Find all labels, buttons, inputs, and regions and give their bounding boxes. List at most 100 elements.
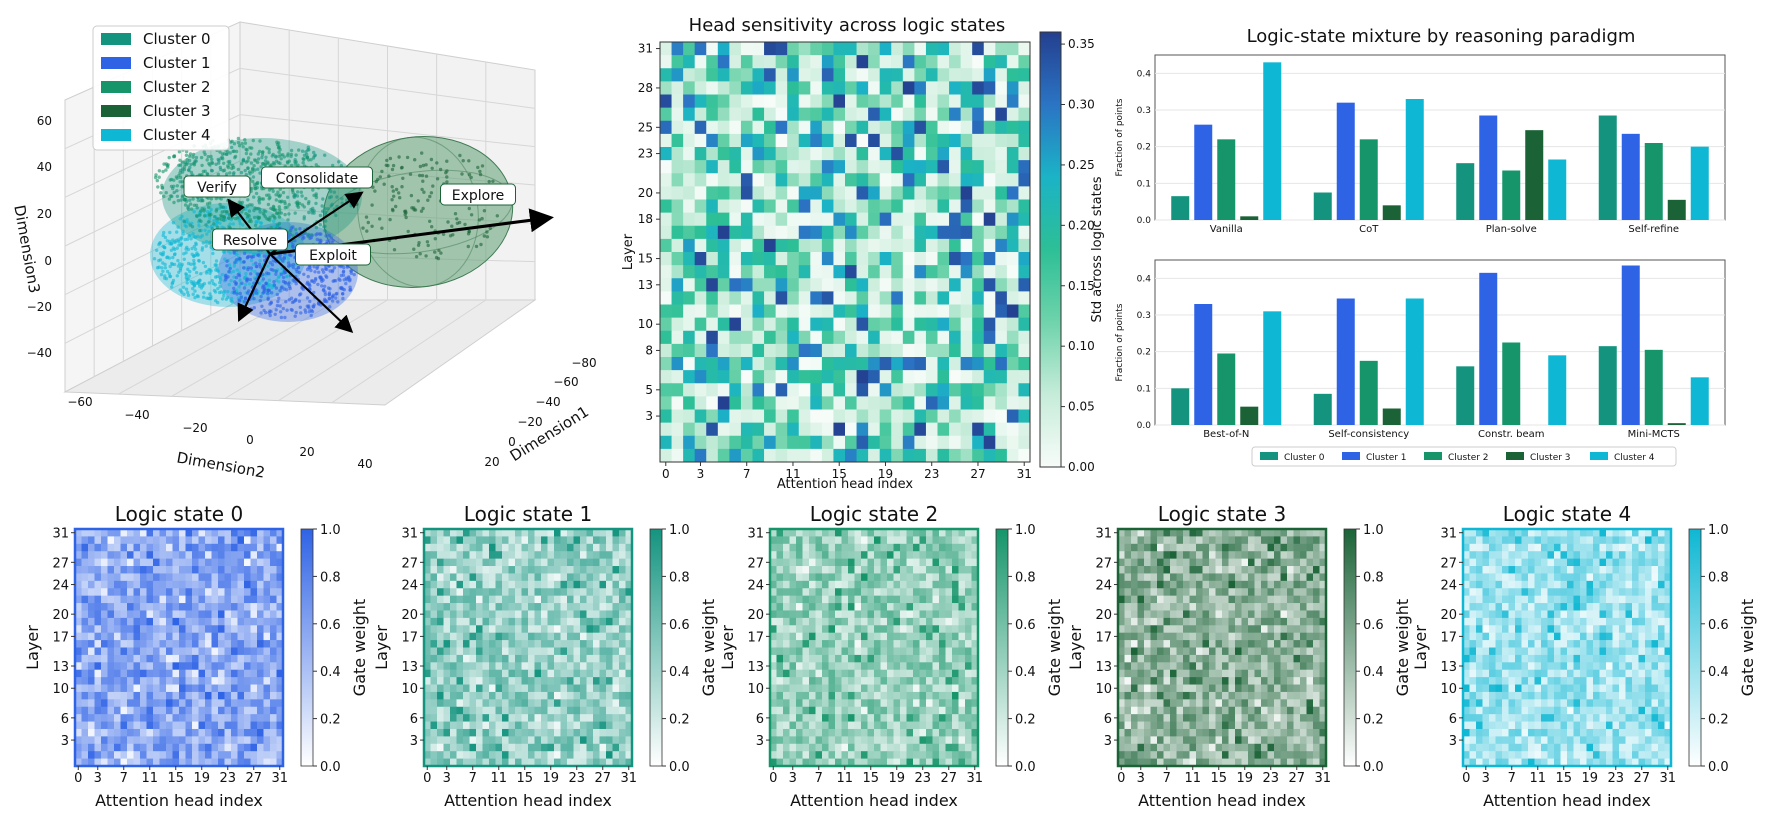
sensitivity-cell (995, 212, 1008, 227)
sensitivity-cell (1006, 383, 1019, 397)
gate-colorbar-label: Gate weight (350, 599, 369, 696)
sensitivity-cell (891, 147, 904, 161)
gate-cell (244, 603, 251, 611)
gate-cell (250, 558, 258, 567)
gate-cell (211, 595, 219, 604)
gate-cell (88, 647, 95, 656)
scatter-point (189, 262, 193, 266)
scatter-point (311, 206, 315, 211)
sensitivity-cell (764, 94, 777, 109)
scatter-point (179, 236, 184, 240)
sensitivity-cell (972, 383, 985, 397)
gate-cell (430, 617, 438, 626)
sensitivity-cell (960, 330, 973, 345)
scatter-point (188, 223, 192, 227)
gate-cell (528, 595, 535, 604)
gate-cell (443, 536, 451, 545)
sensitivity-cell (671, 147, 684, 161)
sensitivity-cell (683, 357, 696, 371)
bar-cluster-4 (1690, 146, 1709, 220)
scatter-point (242, 286, 247, 290)
gate-cell (463, 654, 470, 663)
sensitivity-cell (856, 291, 869, 305)
sensitivity-cell (868, 317, 881, 332)
scatter-point (246, 166, 250, 171)
sensitivity-cell (798, 357, 811, 371)
scatter-point (441, 232, 446, 236)
scatter-point (172, 190, 176, 195)
sensitivity-cell (902, 252, 915, 266)
scatter-point (290, 300, 295, 305)
gate-cell (185, 610, 193, 619)
gate-cell (430, 677, 438, 685)
sensitivity-cell (1006, 343, 1019, 358)
scatter-point (209, 197, 214, 201)
scatter-point (194, 281, 199, 286)
gate-cell (114, 706, 121, 715)
gate-cell (502, 617, 509, 626)
gate-cell (237, 632, 245, 641)
sensitivity-cell (868, 225, 881, 240)
gate-cell (482, 662, 490, 671)
gate-cell (573, 551, 581, 559)
scatter-point (392, 194, 396, 198)
scatter-point (184, 197, 188, 202)
sensitivity-cell (660, 435, 672, 450)
sensitivity-cell (729, 304, 742, 319)
scatter-point (334, 279, 338, 283)
scatter-point (204, 244, 208, 248)
sensitivity-cell (775, 94, 788, 109)
colorbar-tick: 0.30 (1068, 98, 1095, 112)
gate-cell (231, 684, 238, 693)
gate-cell (443, 669, 451, 678)
sensitivity-cell (937, 120, 950, 135)
scatter-point (476, 165, 480, 170)
gate-cell (257, 654, 264, 663)
sensitivity-cell (960, 147, 973, 161)
sensitivity-cell (914, 422, 927, 437)
sensitivity-cell (752, 212, 765, 227)
gate-cell (450, 625, 457, 634)
sensitivity-cell (821, 173, 834, 187)
gate-cell (127, 714, 134, 722)
scatter-point (310, 233, 314, 237)
scatter-point (161, 169, 165, 174)
gate-cell (101, 684, 108, 693)
scatter-point (202, 282, 207, 286)
sensitivity-cell (833, 422, 846, 437)
sensitivity-cell (845, 435, 857, 450)
sensitivity-cell (821, 317, 834, 332)
sensitivity-cell (671, 225, 684, 240)
gate-cell (237, 610, 245, 619)
gate-cell (250, 684, 258, 693)
gate-cell (166, 632, 173, 641)
sensitivity-cell (983, 186, 996, 200)
gate-cell (619, 588, 626, 597)
colorbar-label: Std across logic states (1090, 176, 1105, 322)
sensitivity-cell (775, 396, 788, 410)
legend-label: Cluster 4 (143, 126, 211, 144)
gate-cell (430, 536, 438, 545)
gate-cell (231, 588, 238, 597)
scatter-point (233, 260, 237, 264)
sensitivity-cell (995, 133, 1008, 148)
gate-cell (443, 580, 451, 589)
gate-cell (94, 551, 102, 559)
gate-cell (88, 654, 95, 663)
sensitivity-cell (983, 42, 996, 56)
sensitivity-cell (775, 42, 788, 56)
gate-cell (270, 751, 277, 759)
gate-cell (153, 728, 160, 737)
sensitivity-cell (729, 396, 742, 410)
gate-x-tick: 15 (167, 771, 184, 786)
gate-cell (107, 706, 115, 715)
scatter-point (277, 296, 281, 300)
sensitivity-cell (914, 94, 927, 109)
gate-cell (224, 751, 232, 759)
gate-cell (612, 551, 620, 559)
gate-cell (140, 669, 147, 678)
bar-legend: Cluster 0 Cluster 1 Cluster 2 Cluster 3 Clus… (1251, 446, 1677, 467)
gate-cell (580, 647, 587, 656)
scatter-point (222, 161, 226, 165)
sensitivity-cell (717, 238, 730, 253)
